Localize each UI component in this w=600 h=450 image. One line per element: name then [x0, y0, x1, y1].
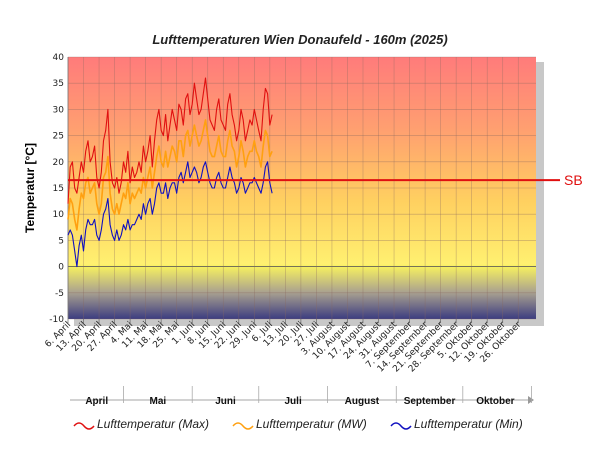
month-axis: April Mai Juni Juli August September Oktober: [70, 386, 534, 407]
series-layer: [67, 77, 273, 268]
series-line-min: [67, 161, 273, 268]
y-tick-label: 25: [53, 132, 64, 142]
month-label: September: [404, 396, 456, 407]
legend-swatch: [390, 422, 412, 430]
y-tick-label: 10: [53, 210, 65, 220]
y-tick-label: 40: [53, 53, 65, 63]
legend-entry: Lufttemperatur (Min): [414, 417, 523, 431]
y-tick-label: 0: [58, 263, 64, 273]
series-line-mw: [67, 119, 273, 231]
month-label: Oktober: [476, 396, 514, 407]
legend-swatch: [232, 422, 254, 430]
month-label: Juli: [285, 396, 302, 407]
y-axis-label: Temperatur [°C]: [23, 143, 37, 233]
y-tick-label: 20: [53, 158, 65, 168]
month-label: August: [345, 396, 380, 407]
legend-entry: Lufttemperatur (Max): [97, 417, 209, 431]
legend: Lufttemperatur (Max) Lufttemperatur (MW) L…: [73, 417, 523, 431]
y-tick-label: 35: [53, 79, 64, 89]
series-line-max: [67, 77, 273, 204]
month-label: April: [85, 396, 108, 407]
month-label: Mai: [149, 396, 166, 407]
chart-title: Lufttemperaturen Wien Donaufeld - 160m (…: [152, 32, 447, 47]
month-axis-arrow: [528, 396, 534, 404]
y-tick-label: 30: [53, 105, 65, 115]
sb-reference-label: SB: [564, 172, 583, 188]
legend-entry: Lufttemperatur (MW): [256, 417, 367, 431]
month-label: Juni: [215, 396, 236, 407]
legend-swatch: [73, 422, 95, 430]
y-tick-label: 5: [58, 236, 64, 246]
y-axis-ticks: -10 -5 0 5 10 15 20 25 30 35 40: [49, 53, 64, 325]
reference-line-layer: SB: [68, 172, 583, 188]
y-tick-label: 15: [53, 184, 64, 194]
y-tick-label: -5: [55, 289, 64, 299]
y-tick-label: -10: [49, 315, 64, 325]
